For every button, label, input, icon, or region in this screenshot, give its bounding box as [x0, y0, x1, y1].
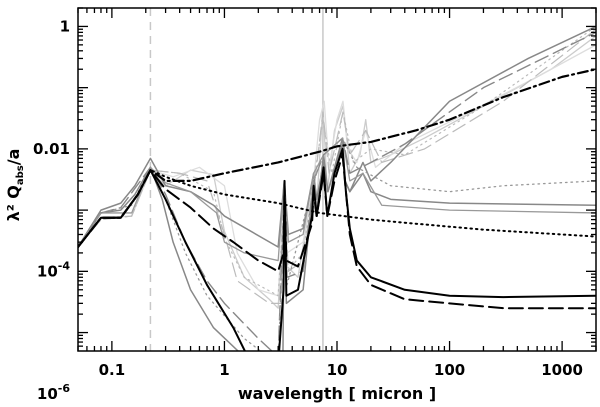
y-tick-label: 10-4 [37, 259, 70, 280]
y-axis-title-subscript: abs [15, 165, 26, 185]
y-tick-label-base: 10 [37, 385, 58, 403]
x-tick-label: 100 [434, 361, 465, 379]
x-tick-label: 10 [327, 361, 348, 379]
x-tick-label: 0.1 [99, 361, 126, 379]
series-line-mid-solid-low [78, 25, 596, 351]
y-tick-label-base: 10 [37, 262, 58, 280]
y-axis-title-prefix: λ² Q [4, 185, 23, 221]
series-line-light-dashed [78, 28, 596, 304]
series-line-black-dashed [78, 153, 596, 310]
x-tick-label: 1000 [541, 361, 583, 379]
y-tick-label-exponent: -4 [58, 259, 71, 272]
x-axis-title: wavelength [ micron ] [238, 384, 436, 403]
y-tick-label: 1 [60, 17, 70, 35]
y-tick-label: 0.01 [33, 140, 70, 158]
plot-content [78, 8, 596, 351]
y-tick-label-exponent: -6 [58, 382, 71, 395]
y-axis-title-suffix: /a [4, 149, 23, 166]
tick-marks [77, 7, 597, 351]
x-tick-label: 1 [219, 361, 229, 379]
series-line-black-solid [78, 147, 596, 351]
y-axis-title: λ² Qabs/a [4, 149, 26, 222]
y-tick-label: 10-6 [37, 382, 70, 403]
